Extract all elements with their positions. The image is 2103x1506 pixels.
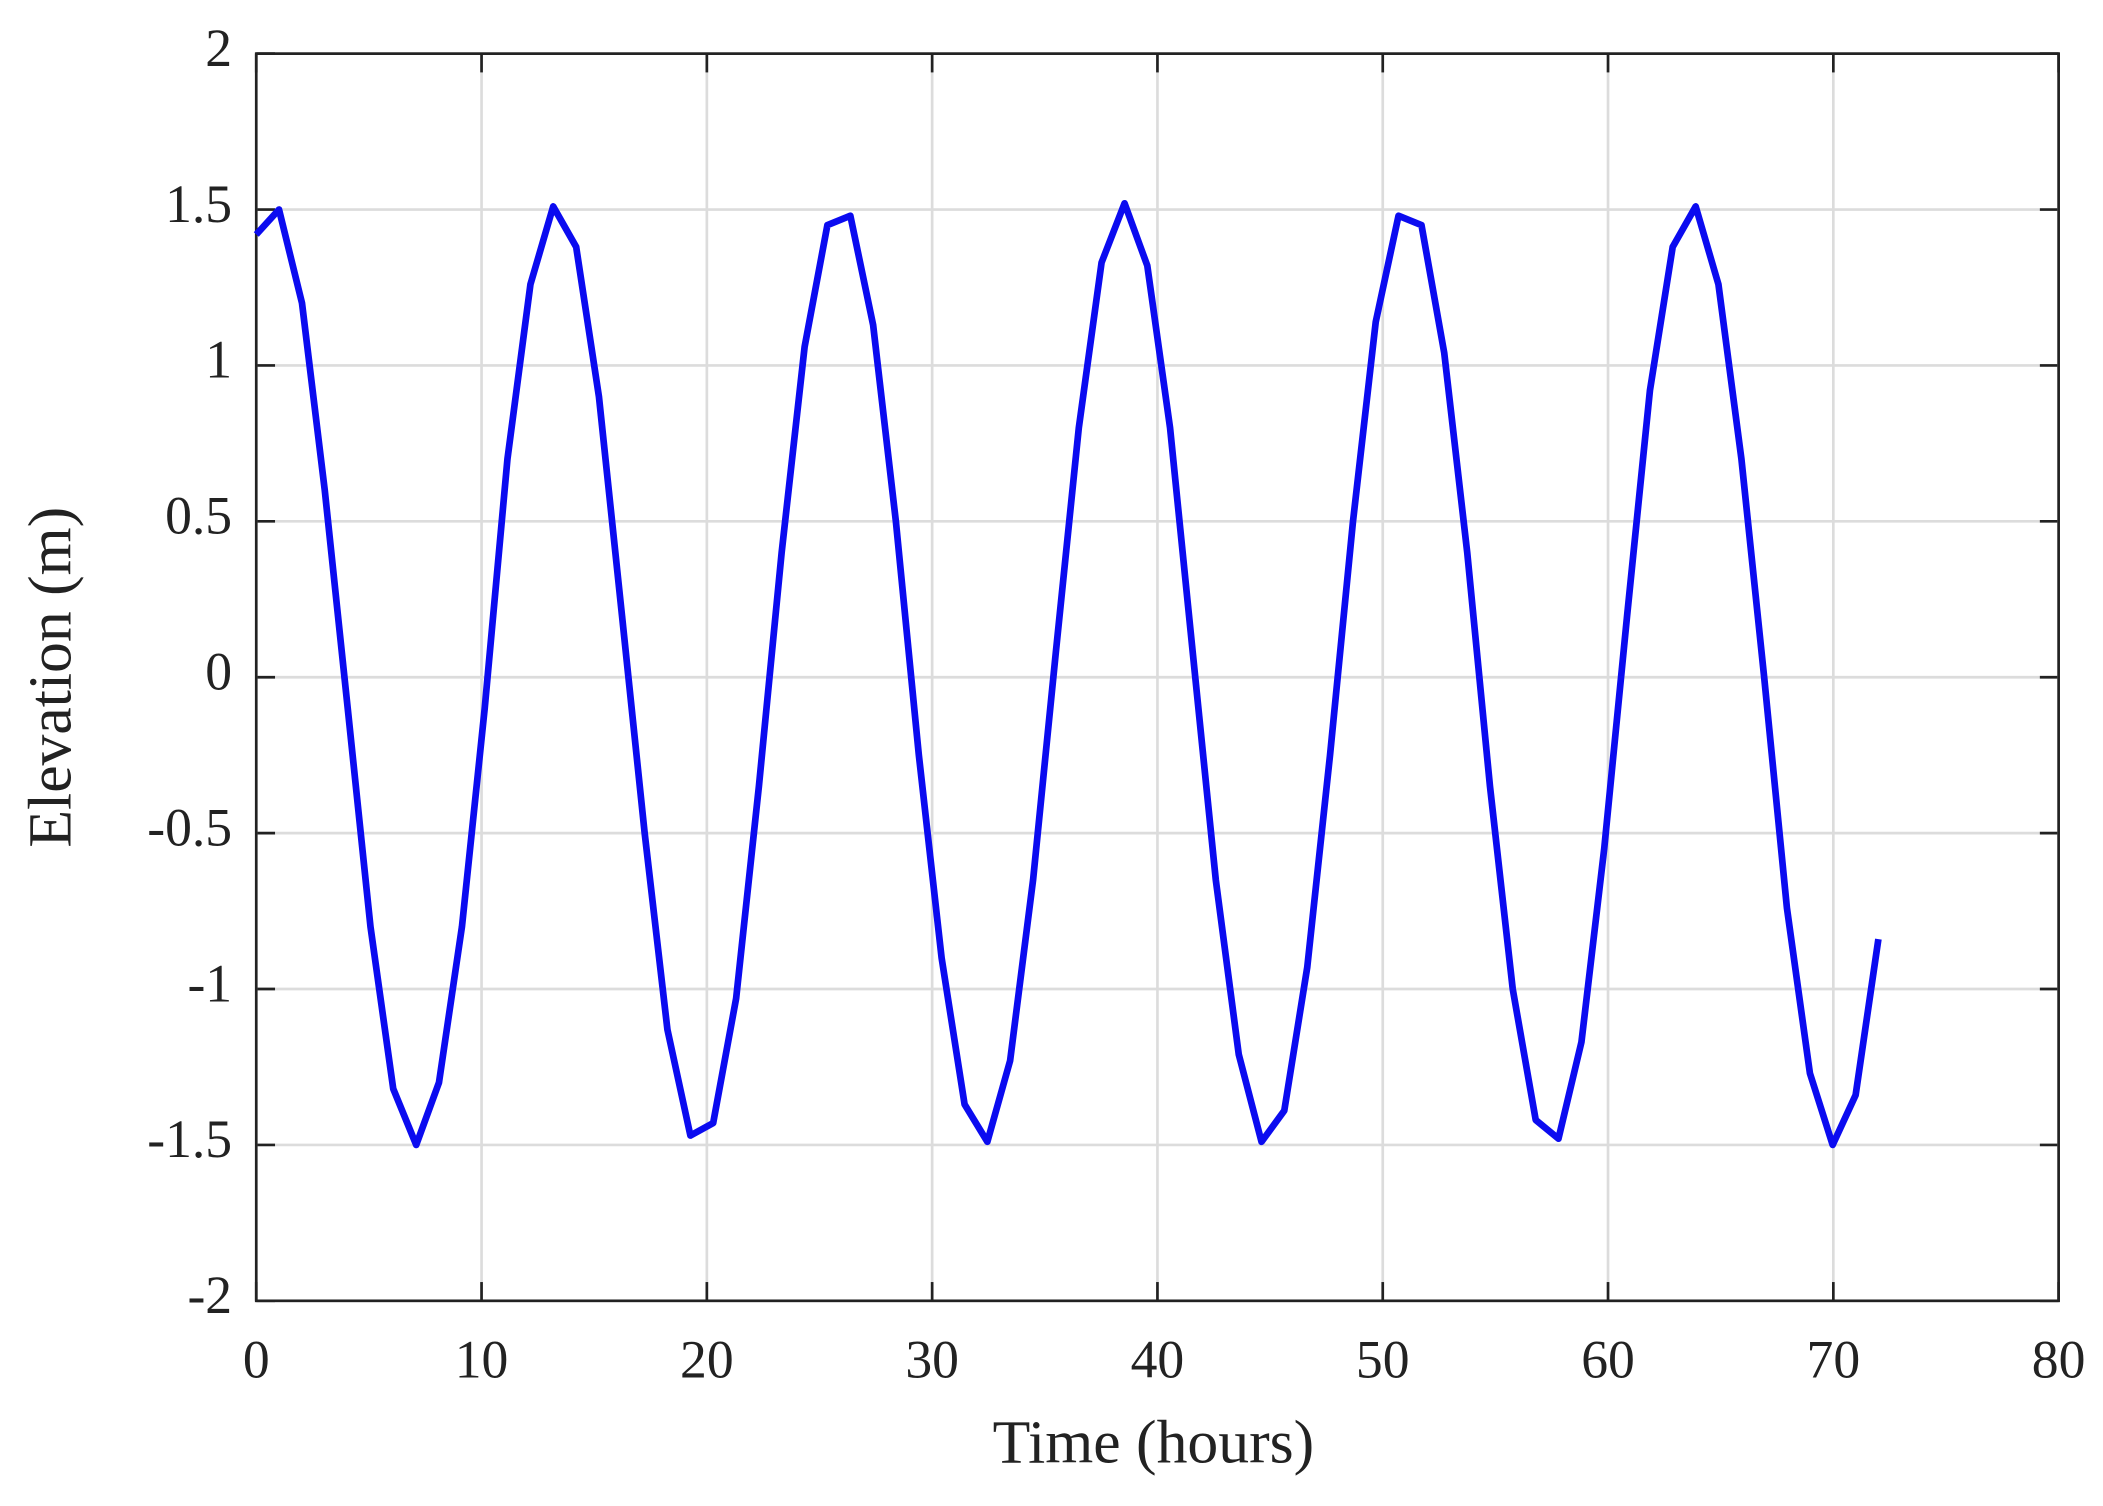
data-line (253, 199, 1882, 1149)
x-tick-label: 70 (1807, 1330, 1861, 1390)
x-tick-label: 20 (680, 1330, 734, 1390)
x-tick-label: 50 (1356, 1330, 1410, 1390)
plot-frame (254, 52, 2060, 1303)
x-tick-label: 0 (243, 1330, 270, 1390)
x-tick-label: 30 (905, 1330, 959, 1390)
y-tick-label: 0 (205, 642, 232, 702)
y-tick-label: -2 (187, 1265, 232, 1325)
x-tick-label: 60 (1581, 1330, 1635, 1390)
x-tick-label: 80 (2032, 1330, 2086, 1390)
x-axis-label: Time (hours) (993, 1408, 1315, 1476)
y-tick-label: 1.5 (165, 174, 232, 234)
y-axis-label: Elevation (m) (17, 507, 85, 848)
y-tick-label: -1.5 (147, 1109, 232, 1169)
x-tick-label: 40 (1131, 1330, 1185, 1390)
y-tick-label: -1 (187, 953, 232, 1013)
y-tick-label: -0.5 (147, 797, 232, 857)
y-tick-label: 0.5 (165, 486, 232, 546)
y-tick-label: 2 (205, 18, 232, 78)
y-tick-label: 1 (205, 330, 232, 390)
x-tick-label: 10 (455, 1330, 509, 1390)
